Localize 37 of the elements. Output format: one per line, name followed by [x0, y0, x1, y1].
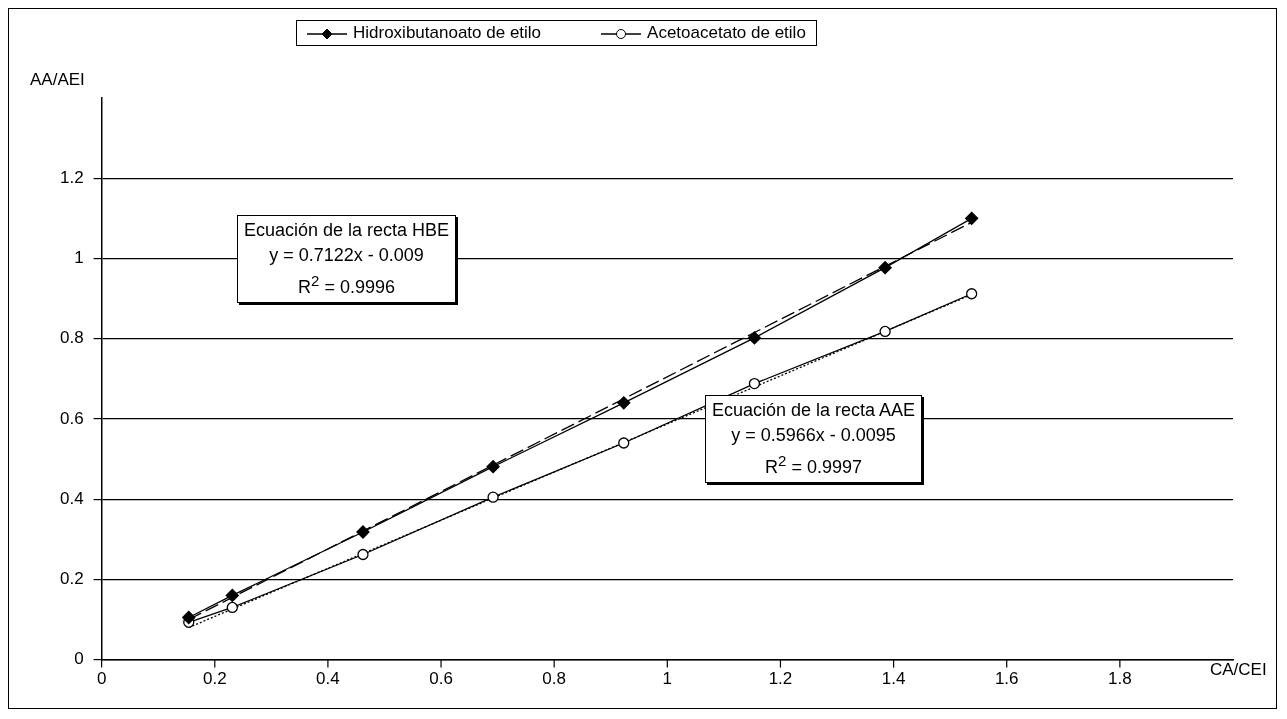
point — [225, 588, 239, 603]
point — [966, 288, 978, 300]
x-tick-label: 0.8 — [542, 669, 566, 689]
x-axis-title: CA/CEI — [1210, 660, 1267, 680]
point — [618, 437, 630, 449]
y-tick-label: 0.4 — [59, 488, 84, 508]
y-tick-label: 0.8 — [59, 328, 84, 348]
point — [487, 491, 499, 503]
y-tick-label: 1.2 — [59, 167, 84, 187]
point — [357, 548, 369, 561]
x-tick-label: 0 — [96, 669, 107, 689]
y-tick-label: 0.2 — [59, 569, 84, 589]
x-tick-label: 1.8 — [1108, 669, 1132, 689]
point — [226, 601, 238, 614]
point — [617, 396, 631, 410]
x-tick-label: 1.6 — [994, 669, 1019, 689]
y-tick-label: 1 — [74, 248, 84, 268]
x-tick-label: 0.2 — [202, 669, 227, 689]
x-tick-label: 1.2 — [768, 669, 793, 689]
x-tick-label: 1 — [662, 669, 673, 689]
point — [879, 325, 891, 338]
annotation: Ecuación de la recta HBE y = 0.7122x - 0.009 R$^{2}$ = 0.9996 — [244, 219, 450, 299]
point — [878, 261, 892, 275]
y-axis-title: AA/AEI — [30, 70, 85, 90]
point — [182, 610, 196, 625]
y-tick-label: 0.6 — [59, 408, 84, 428]
x-tick-label: 1.4 — [881, 669, 906, 689]
x-tick-label: 0.6 — [429, 669, 453, 689]
point — [748, 377, 761, 390]
legend-label: Acetoacetato de etilo — [646, 23, 806, 43]
annotation: Ecuación de la recta AAE y = 0.5966x - 0.0095 R$^{2}$ = 0.9997 — [712, 399, 916, 479]
x-tick-label: 0.4 — [316, 669, 340, 689]
legend-label: Hidroxibutanoato de etilo — [352, 23, 542, 43]
point — [747, 331, 762, 345]
point — [486, 460, 500, 474]
point — [965, 211, 979, 225]
y-tick-label: 0 — [74, 649, 84, 669]
